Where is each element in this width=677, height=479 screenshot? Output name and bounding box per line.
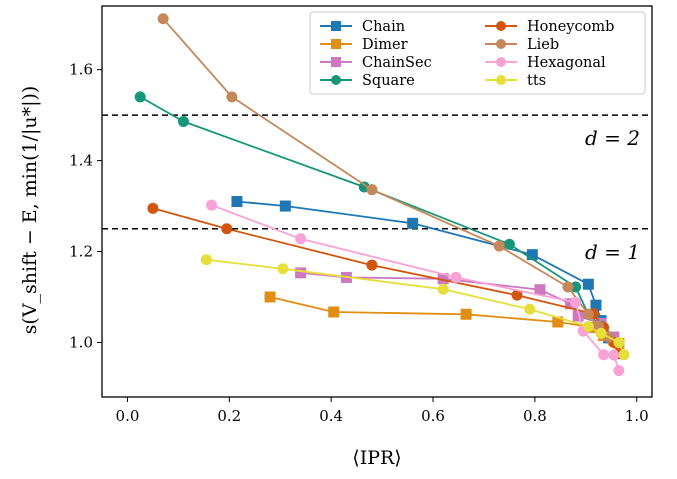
legend-label: tts [527,73,546,89]
data-point [570,281,582,293]
legend: Chain Dimer ChainSec Square Honeycomb Lieb Hex… [309,11,646,95]
legend-item-square: Square [320,73,415,89]
x-tick-label: 1.0 [625,407,649,425]
data-point [534,284,546,296]
data-point [279,200,291,212]
legend-swatch-marker [331,75,341,85]
data-point [295,267,307,279]
legend-swatch-marker [331,39,341,49]
data-point [562,281,574,293]
legend-item-chain: Chain [320,19,405,35]
series-line [211,204,620,371]
legend-swatch-marker [496,57,506,67]
legend-label: ChainSec [362,55,432,71]
data-point [366,184,378,196]
data-point [511,289,523,301]
data-point [552,316,564,328]
y-tick-label: 1.2 [69,243,93,261]
legend-item-chainsec: ChainSec [320,55,432,71]
data-point [493,240,505,252]
legend-label: Chain [362,19,405,35]
data-point [231,196,243,207]
data-point [570,296,582,308]
series-tts [200,254,630,361]
data-point [595,327,607,339]
data-point [200,254,212,266]
data-point [177,115,189,127]
data-point [437,273,449,285]
legend-item-tts: tts [485,73,546,89]
legend-item-honeycomb: Honeycomb [485,19,614,35]
legend-label: Dimer [362,37,408,53]
data-series [134,13,630,377]
data-point [134,91,146,103]
legend-item-dimer: Dimer [320,37,408,53]
legend-swatch-marker [496,75,506,85]
data-point [264,291,276,303]
y-axis-label: s(V_shift − E, min(1/|u*|)) [19,86,41,335]
legend-swatch-marker [496,39,506,49]
data-point [437,283,449,295]
data-point [613,336,625,348]
series-square [134,91,615,343]
data-point [450,271,462,283]
data-point [590,299,602,311]
data-point [366,259,378,271]
x-axis-label: ⟨IPR⟩ [352,447,401,469]
data-point [524,303,536,315]
x-tick-label: 0.2 [217,407,241,425]
data-point [295,233,307,245]
legend-label: Honeycomb [527,19,614,35]
legend-swatch-marker [496,21,506,31]
reference-line-label: d = 1 [585,240,640,264]
reference-line-label: d = 2 [585,126,640,150]
data-point [582,308,594,320]
data-point [328,306,340,318]
y-tick-label: 1.6 [69,61,93,79]
legend-label: Lieb [527,37,559,53]
legend-swatch-marker [331,57,341,67]
series-hexagonal [205,199,625,377]
legend-swatch-marker [331,21,341,31]
data-point [503,238,515,250]
data-point [608,349,620,361]
reference-lines: d = 2 d = 1 [102,114,652,264]
x-tick-label: 0.8 [523,407,547,425]
data-point [572,310,584,322]
data-point [618,349,630,361]
data-point [598,349,610,361]
y-tick-label: 1.0 [69,333,93,351]
legend-item-lieb: Lieb [485,37,559,53]
data-point [221,223,233,235]
x-tick-label: 0.0 [116,407,140,425]
data-point [205,199,217,211]
data-point [613,365,625,377]
legend-label: Hexagonal [527,55,606,71]
data-point [277,263,289,275]
legend-item-hexagonal: Hexagonal [485,55,606,71]
data-point [526,249,538,261]
legend-label: Square [362,73,415,89]
legend-box [309,11,646,95]
data-point [407,217,419,229]
data-point [157,13,169,25]
plot-frame [101,5,653,398]
data-point [460,308,472,320]
y-tick-label: 1.4 [69,152,93,170]
data-point [226,91,238,103]
data-point [582,321,594,333]
axes: 0.0 0.2 0.4 0.6 0.8 1.0 1.0 1.2 1.4 1.6 [69,5,653,425]
data-point [582,278,594,290]
x-tick-label: 0.4 [319,407,343,425]
data-point [147,202,159,214]
x-tick-label: 0.6 [421,407,445,425]
